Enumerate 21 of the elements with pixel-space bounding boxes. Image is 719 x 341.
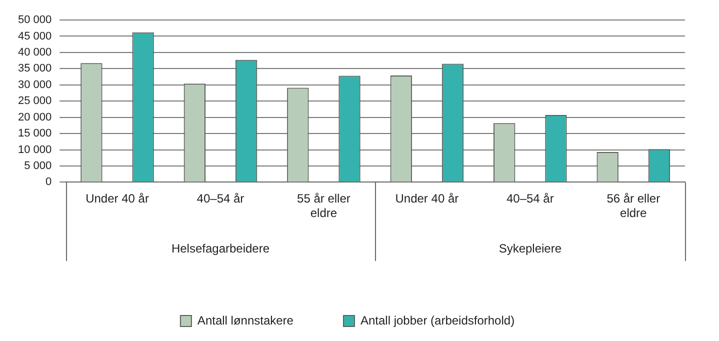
y-tick-label: 25 000 <box>18 95 52 108</box>
y-tick-label: 30 000 <box>18 78 52 91</box>
x-tick-label: Under 40 år <box>86 192 149 206</box>
y-tick-label: 10 000 <box>18 144 52 156</box>
x-tick-label: 40–54 år <box>196 192 244 206</box>
x-tick-label: 56 år eller eldre <box>606 192 660 220</box>
y-tick-label: 50 000 <box>18 14 52 26</box>
y-tick-label: 5 000 <box>24 160 52 172</box>
y-tick-label: 35 000 <box>18 62 52 75</box>
y-tick-label: 0 <box>46 176 52 188</box>
y-tick-label: 45 000 <box>18 30 52 42</box>
text: Sykepleiere <box>498 241 562 256</box>
text: Helsefagarbeidere <box>171 241 270 256</box>
y-tick-label: 15 000 <box>18 128 52 140</box>
y-tick-label: 20 000 <box>18 111 52 124</box>
x-tick-label: 40–54 år <box>506 192 554 206</box>
legend-label: Antall jobber (arbeidsforhold) <box>360 313 515 328</box>
x-tick-label: Under 40 år <box>395 192 459 206</box>
y-tick-label: 40 000 <box>18 46 52 58</box>
x-tick-label: 55 år eller eldre <box>297 192 350 220</box>
legend-label: Antall lønnstakere <box>197 313 294 328</box>
